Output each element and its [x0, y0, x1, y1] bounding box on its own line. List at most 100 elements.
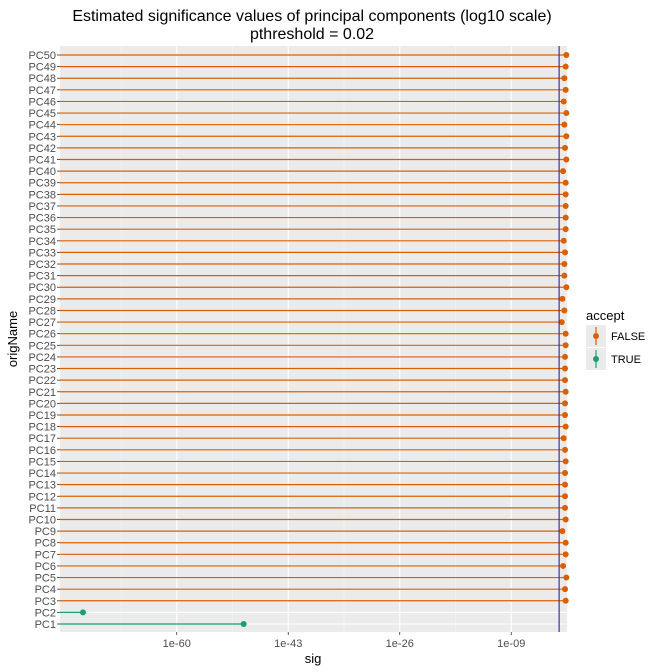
y-tick-label-pc23: PC23 — [28, 364, 56, 376]
point-pc23 — [562, 365, 569, 372]
point-pc7 — [562, 551, 569, 558]
point-pc21 — [562, 388, 569, 395]
point-pc20 — [562, 400, 569, 407]
point-pc4 — [562, 586, 569, 593]
legend-label-false: FALSE — [611, 331, 645, 343]
y-tick-label-pc9: PC9 — [35, 526, 56, 538]
y-tick-label-pc46: PC46 — [28, 96, 56, 108]
y-tick-label-pc47: PC47 — [28, 85, 56, 97]
point-pc39 — [562, 179, 569, 186]
y-tick-label-pc35: PC35 — [28, 224, 56, 236]
y-tick-label-pc14: PC14 — [28, 468, 56, 480]
y-tick-label-pc43: PC43 — [28, 131, 56, 143]
x-axis-title: sig — [305, 651, 322, 666]
y-tick-label-pc4: PC4 — [35, 584, 56, 596]
y-tick-label-pc42: PC42 — [28, 143, 56, 155]
y-tick-label-pc40: PC40 — [28, 166, 56, 178]
y-tick-label-pc5: PC5 — [35, 573, 56, 585]
point-pc12 — [562, 493, 569, 500]
point-pc9 — [559, 528, 566, 535]
point-pc16 — [562, 446, 569, 453]
y-tick-label-pc29: PC29 — [28, 294, 56, 306]
point-pc35 — [562, 226, 569, 233]
point-pc48 — [561, 75, 568, 82]
y-tick-label-pc34: PC34 — [28, 236, 56, 248]
legend-label-true: TRUE — [611, 354, 641, 366]
y-tick-label-pc49: PC49 — [28, 62, 56, 74]
y-tick-label-pc8: PC8 — [35, 538, 56, 550]
y-tick-label-pc36: PC36 — [28, 213, 56, 225]
point-pc11 — [562, 504, 569, 511]
point-pc14 — [562, 470, 569, 477]
point-pc46 — [560, 98, 567, 105]
y-tick-label-pc24: PC24 — [28, 352, 56, 364]
point-pc24 — [562, 353, 569, 360]
y-tick-label-pc38: PC38 — [28, 189, 56, 201]
y-tick-label-pc18: PC18 — [28, 422, 56, 434]
y-tick-label-pc33: PC33 — [28, 247, 56, 259]
y-tick-label-pc13: PC13 — [28, 480, 56, 492]
y-tick-label-pc32: PC32 — [28, 259, 56, 271]
point-pc2 — [79, 609, 86, 616]
y-tick-label-pc48: PC48 — [28, 73, 56, 85]
point-pc10 — [562, 516, 569, 523]
y-tick-label-pc45: PC45 — [28, 108, 56, 120]
y-axis: PC1PC2PC3PC4PC5PC6PC7PC8PC9PC10PC11PC12P… — [28, 50, 60, 631]
y-tick-label-pc41: PC41 — [28, 155, 56, 167]
y-tick-label-pc10: PC10 — [28, 514, 56, 526]
x-tick-label: 1e-09 — [497, 638, 525, 650]
point-pc30 — [563, 284, 570, 291]
point-pc40 — [560, 168, 567, 175]
point-pc13 — [562, 481, 569, 488]
plot-panel — [60, 46, 567, 632]
y-axis-title: origName — [5, 311, 20, 367]
point-pc44 — [561, 121, 568, 128]
y-tick-label-pc1: PC1 — [35, 619, 56, 631]
y-tick-label-pc7: PC7 — [35, 549, 56, 561]
y-tick-label-pc50: PC50 — [28, 50, 56, 62]
point-pc32 — [561, 261, 568, 268]
x-axis: 1e-60 1e-43 1e-26 1e-09 — [163, 632, 525, 650]
y-tick-label-pc20: PC20 — [28, 398, 56, 410]
point-pc3 — [562, 597, 569, 604]
y-tick-label-pc37: PC37 — [28, 201, 56, 213]
y-tick-label-pc25: PC25 — [28, 340, 56, 352]
point-pc43 — [563, 133, 570, 140]
point-pc1 — [240, 621, 247, 627]
point-pc26 — [562, 330, 569, 337]
point-pc49 — [562, 63, 569, 70]
y-tick-label-pc15: PC15 — [28, 456, 56, 468]
lollipop-series — [60, 52, 570, 627]
point-pc29 — [559, 295, 566, 302]
y-tick-label-pc21: PC21 — [28, 387, 56, 399]
y-tick-label-pc39: PC39 — [28, 178, 56, 190]
legend-title: accept — [586, 308, 625, 323]
legend: accept FALSE TRUE — [586, 308, 645, 370]
y-tick-label-pc17: PC17 — [28, 433, 56, 445]
chart-subtitle: pthreshold = 0.02 — [250, 26, 374, 43]
y-tick-label-pc30: PC30 — [28, 282, 56, 294]
y-tick-label-pc22: PC22 — [28, 375, 56, 387]
point-pc17 — [560, 435, 567, 442]
point-pc45 — [563, 110, 570, 117]
y-tick-label-pc28: PC28 — [28, 305, 56, 317]
x-tick-label: 1e-60 — [163, 638, 191, 650]
y-tick-label-pc6: PC6 — [35, 561, 56, 573]
point-pc8 — [562, 539, 569, 546]
y-tick-label-pc11: PC11 — [29, 503, 56, 515]
point-pc25 — [562, 342, 569, 349]
x-tick-label: 1e-26 — [386, 638, 414, 650]
point-pc37 — [562, 202, 569, 209]
point-pc50 — [563, 52, 570, 58]
point-pc42 — [562, 144, 569, 151]
y-tick-label-pc31: PC31 — [28, 271, 56, 283]
legend-key-point — [593, 356, 599, 362]
y-tick-label-pc26: PC26 — [28, 329, 56, 341]
point-pc5 — [563, 574, 570, 581]
y-tick-label-pc3: PC3 — [35, 596, 56, 608]
point-pc15 — [562, 458, 569, 465]
y-tick-label-pc44: PC44 — [28, 120, 56, 132]
point-pc28 — [561, 307, 568, 314]
y-tick-label-pc19: PC19 — [28, 410, 56, 422]
